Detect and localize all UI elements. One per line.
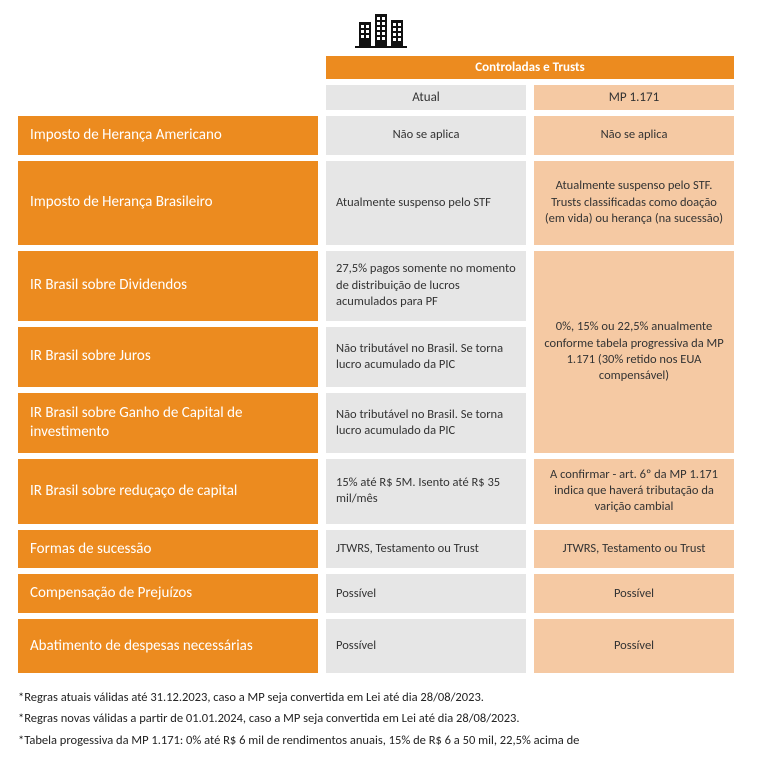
footnote-2: *Regras novas válidas a partir de 01.01.… xyxy=(18,708,744,729)
spacer xyxy=(526,530,534,569)
footnote-1: *Regras atuais válidas até 31.12.2023, c… xyxy=(18,687,744,708)
spacer xyxy=(318,459,326,524)
spacer xyxy=(318,393,326,453)
spacer xyxy=(318,574,326,613)
cell-ganho-atual: Não tributável no Brasil. Se torna lucro… xyxy=(326,393,526,453)
cell-sucessao-mp: JTWRS, Testamento ou Trust xyxy=(534,530,734,569)
cell-heranca-us-atual: Não se aplica xyxy=(326,116,526,155)
spacer xyxy=(526,393,534,453)
cell-despesas-atual: Possível xyxy=(326,619,526,673)
cell-heranca-us-mp: Não se aplica xyxy=(534,116,734,155)
cell-sucessao-atual: JTWRS, Testamento ou Trust xyxy=(326,530,526,569)
spacer xyxy=(318,85,326,110)
column-header-mp: MP 1.171 xyxy=(534,85,734,110)
spacer xyxy=(526,619,534,673)
cell-juros-atual: Não tributável no Brasil. Se torna lucro… xyxy=(326,327,526,387)
cell-heranca-br-mp: Atualmente suspenso pelo STF. Trusts cla… xyxy=(534,161,734,245)
column-header-atual: Atual xyxy=(326,85,526,110)
spacer xyxy=(18,56,318,79)
row-label-sucessao: Formas de sucessão xyxy=(18,530,318,569)
row-label-heranca-us: Imposto de Herança Americano xyxy=(18,116,318,155)
spacer xyxy=(526,251,534,321)
cell-prejuizos-mp: Possível xyxy=(534,574,734,613)
spacer xyxy=(318,116,326,155)
row-label-juros: IR Brasil sobre Juros xyxy=(18,327,318,387)
spacer xyxy=(526,459,534,524)
cell-merged-mp-div-jur-ganho: 0%, 15% ou 22,5% anualmente conforme tab… xyxy=(534,251,734,453)
cell-dividendos-atual: 27,5% pagos somente no momento de distri… xyxy=(326,251,526,321)
table-header-title: Controladas e Trusts xyxy=(326,56,734,79)
spacer xyxy=(318,327,326,387)
cell-prejuizos-atual: Possível xyxy=(326,574,526,613)
cell-despesas-mp: Possível xyxy=(534,619,734,673)
row-label-prejuizos: Compensação de Prejuízos xyxy=(18,574,318,613)
spacer xyxy=(526,116,534,155)
spacer xyxy=(318,619,326,673)
row-label-despesas: Abatimento de despesas necessárias xyxy=(18,619,318,673)
spacer xyxy=(18,85,318,110)
buildings-icon xyxy=(18,10,744,52)
cell-heranca-br-atual: Atualmente suspenso pelo STF xyxy=(326,161,526,245)
spacer xyxy=(526,161,534,245)
cell-reducao-atual: 15% até R$ 5M. Isento até R$ 35 mil/mês xyxy=(326,459,526,524)
spacer xyxy=(526,574,534,613)
footnotes: *Regras atuais válidas até 31.12.2023, c… xyxy=(18,687,744,751)
spacer xyxy=(526,327,534,387)
row-label-reducao: IR Brasil sobre reduçaço de capital xyxy=(18,459,318,524)
footnote-3: *Tabela progessiva da MP 1.171: 0% até R… xyxy=(18,730,744,751)
spacer xyxy=(318,161,326,245)
spacer xyxy=(318,251,326,321)
row-label-ganho: IR Brasil sobre Ganho de Capital de inve… xyxy=(18,393,318,453)
cell-reducao-mp: A confirmar - art. 6º da MP 1.171 indica… xyxy=(534,459,734,524)
row-label-heranca-br: Imposto de Herança Brasileiro xyxy=(18,161,318,245)
spacer xyxy=(318,56,326,79)
comparison-table: Controladas e Trusts Atual MP 1.171 Impo… xyxy=(18,56,744,673)
row-label-dividendos: IR Brasil sobre Dividendos xyxy=(18,251,318,321)
spacer xyxy=(526,85,534,110)
spacer xyxy=(318,530,326,569)
